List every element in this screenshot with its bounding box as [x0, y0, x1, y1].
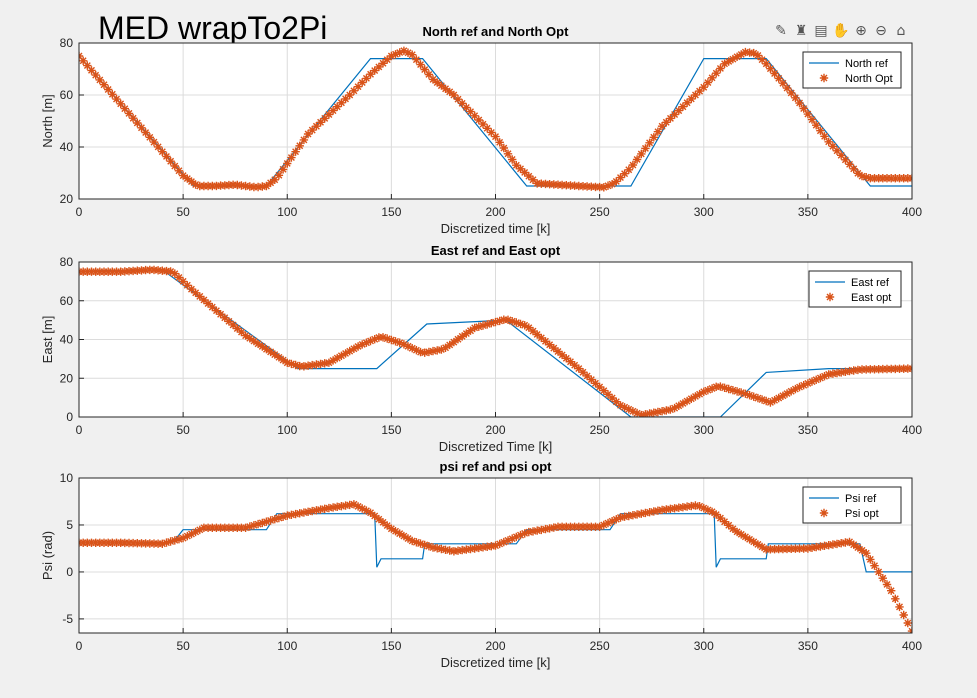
y-tick-label: 60 [60, 294, 74, 308]
y-tick-label: 0 [66, 410, 73, 424]
plot-content [79, 265, 912, 417]
series-markers-north-opt [79, 46, 912, 192]
legend-marker-swatch [819, 508, 829, 518]
x-tick-label: 400 [902, 423, 922, 437]
chart-title: North ref and North Opt [423, 24, 570, 39]
x-tick-label: 300 [694, 423, 714, 437]
x-tick-label: 300 [694, 639, 714, 653]
x-tick-label: 200 [485, 639, 505, 653]
x-tick-label: 150 [381, 423, 401, 437]
series-markers-psi-opt [79, 500, 912, 633]
x-tick-label: 0 [76, 205, 83, 219]
x-tick-label: 250 [590, 205, 610, 219]
legend-label: Psi opt [845, 508, 879, 520]
legend-label: Psi ref [845, 493, 877, 505]
x-tick-label: 50 [176, 423, 190, 437]
y-tick-label: 10 [60, 471, 74, 485]
figure-title: MED wrapTo2Pi [98, 10, 328, 46]
brush-icon[interactable]: ♜ [794, 23, 808, 39]
x-tick-label: 0 [76, 639, 83, 653]
x-tick-label: 150 [381, 639, 401, 653]
x-tick-label: 250 [590, 639, 610, 653]
y-tick-label: 60 [60, 88, 74, 102]
x-tick-label: 50 [176, 639, 190, 653]
y-tick-label: 0 [66, 565, 73, 579]
plot-content [79, 46, 912, 192]
x-tick-label: 50 [176, 205, 190, 219]
y-tick-label: 5 [66, 518, 73, 532]
x-tick-label: 300 [694, 205, 714, 219]
y-tick-label: -5 [62, 612, 73, 626]
x-tick-label: 350 [798, 423, 818, 437]
legend-box [808, 270, 902, 308]
home-icon[interactable]: ⌂ [896, 23, 906, 39]
x-tick-label: 150 [381, 205, 401, 219]
chart-title: East ref and East opt [431, 243, 561, 258]
data-tips-icon[interactable]: ▤ [814, 23, 828, 39]
y-axis-label: North [m] [40, 94, 55, 147]
x-tick-label: 350 [798, 639, 818, 653]
x-tick-label: 100 [277, 423, 297, 437]
x-axis-label: Discretized time [k] [441, 655, 551, 670]
y-axis-label: East [m] [40, 316, 55, 364]
x-axis-label: Discretized time [k] [441, 221, 551, 236]
legend-box [802, 486, 902, 524]
y-tick-label: 40 [60, 333, 74, 347]
y-tick-label: 40 [60, 140, 74, 154]
y-tick-label: 80 [60, 255, 74, 269]
legend-box [802, 51, 902, 89]
chart-title: psi ref and psi opt [440, 459, 553, 474]
legend: East ref East opt [808, 270, 902, 308]
legend-label: East ref [851, 277, 890, 289]
x-tick-label: 250 [590, 423, 610, 437]
x-axis-label: Discretized Time [k] [439, 439, 552, 454]
legend-marker-swatch [819, 73, 829, 83]
plot-content [79, 500, 912, 633]
axes-toolbar: ✎ ♜ ▤ ✋ ⊕ ⊖ ⌂ [772, 22, 910, 40]
legend-label: North ref [845, 58, 889, 70]
y-tick-label: 20 [60, 371, 74, 385]
x-tick-label: 200 [485, 423, 505, 437]
legend: Psi ref Psi opt [802, 486, 902, 524]
x-tick-label: 400 [902, 639, 922, 653]
y-tick-label: 20 [60, 192, 74, 206]
legend-label: North Opt [845, 73, 893, 85]
x-tick-label: 100 [277, 639, 297, 653]
chart-2: 0 50 100 150 200 250 300 350 400 0 20 40 60 80 East re… [40, 243, 922, 454]
x-tick-label: 400 [902, 205, 922, 219]
x-tick-label: 100 [277, 205, 297, 219]
zoom-in-icon[interactable]: ⊕ [855, 23, 867, 39]
y-tick-label: 80 [60, 36, 74, 50]
series-markers-east-opt [79, 265, 912, 417]
legend: North ref North Opt [802, 51, 902, 89]
x-tick-label: 0 [76, 423, 83, 437]
y-axis-label: Psi (rad) [40, 531, 55, 580]
export-icon[interactable]: ✎ [775, 23, 787, 39]
pan-icon[interactable]: ✋ [832, 23, 850, 39]
chart-1: 0 50 100 150 200 250 300 350 400 20 40 60 80 North re… [40, 24, 922, 236]
x-tick-label: 350 [798, 205, 818, 219]
x-tick-label: 200 [485, 205, 505, 219]
legend-label: East opt [851, 292, 891, 304]
legend-marker-swatch [825, 292, 835, 302]
zoom-out-icon[interactable]: ⊖ [875, 23, 887, 39]
